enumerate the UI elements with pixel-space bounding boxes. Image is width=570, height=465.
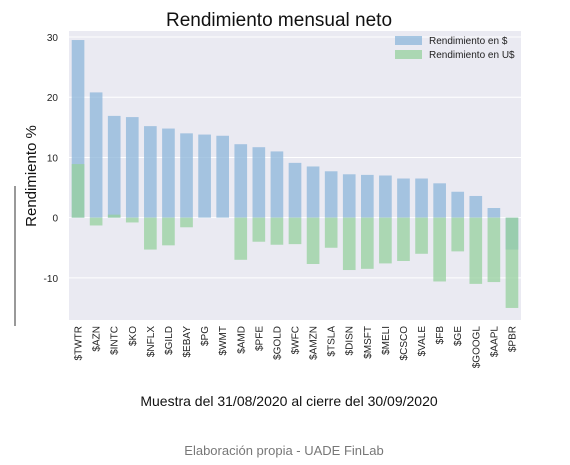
bar-pbr-series-1 bbox=[505, 217, 519, 308]
bar-amd-series-1 bbox=[234, 217, 248, 260]
x-axis-label: Muestra del 31/08/2020 al cierre del 30/… bbox=[140, 393, 438, 409]
bar-gold-series-0 bbox=[270, 151, 284, 218]
x-tick-label: $NFLX bbox=[146, 326, 157, 357]
bar-vale-series-1 bbox=[415, 217, 428, 254]
x-tick-label: $MELI bbox=[381, 326, 392, 355]
y-tick-label: 20 bbox=[47, 93, 59, 104]
bar-intc-series-0 bbox=[107, 115, 121, 218]
x-tick-label: $FB bbox=[435, 326, 446, 345]
legend-label: Rendimiento en U$ bbox=[429, 50, 515, 61]
bar-ebay-series-1 bbox=[180, 217, 193, 228]
x-tick-label: $PFE bbox=[254, 326, 265, 351]
x-tick-label: $EBAY bbox=[182, 326, 193, 358]
bar-azn-series-0 bbox=[89, 92, 103, 218]
bar-gild-series-0 bbox=[162, 128, 175, 218]
caption: Elaboración propia - UADE FinLab bbox=[184, 443, 383, 458]
x-tick-label: $VALE bbox=[417, 326, 428, 357]
bar-wmt-series-0 bbox=[216, 135, 230, 218]
x-tick-label: $CSCO bbox=[399, 326, 410, 361]
x-tick-label: $PBR bbox=[507, 326, 518, 352]
bar-csco-series-1 bbox=[397, 217, 410, 261]
x-tick-label: $GOLD bbox=[272, 326, 283, 360]
x-tick-label: $GOOGL bbox=[471, 326, 482, 369]
bar-msft-series-1 bbox=[360, 217, 374, 269]
bar-ko-series-0 bbox=[125, 117, 139, 218]
chart-title: Rendimiento mensual neto bbox=[166, 10, 392, 31]
x-tick-label: $INTC bbox=[110, 326, 121, 355]
bar-disn-series-1 bbox=[342, 217, 356, 271]
x-tick-label: $AMZN bbox=[309, 326, 320, 360]
y-tick-label: -10 bbox=[44, 274, 59, 285]
bar-wfc-series-1 bbox=[288, 217, 302, 245]
bar-gild-series-1 bbox=[162, 217, 175, 246]
y-tick-label: 0 bbox=[52, 214, 58, 225]
y-tick-label: 30 bbox=[47, 33, 59, 44]
bar-azn-series-1 bbox=[89, 217, 103, 226]
bar-aapl-series-0 bbox=[487, 208, 501, 218]
x-tick-label: $TWTR bbox=[74, 326, 85, 360]
bar-ge-series-1 bbox=[451, 217, 465, 252]
legend-swatch bbox=[395, 50, 422, 59]
y-tick-label: 10 bbox=[47, 153, 59, 164]
bars bbox=[71, 40, 519, 308]
bar-intc-series-1 bbox=[107, 214, 121, 218]
x-tick-label: $AAPL bbox=[489, 326, 500, 358]
bar-tsla-series-0 bbox=[324, 171, 338, 218]
x-tick-label: $KO bbox=[128, 326, 139, 346]
bar-meli-series-1 bbox=[379, 217, 392, 264]
bar-tsla-series-1 bbox=[324, 217, 338, 248]
y-tick-labels: 30 20 10 0 -10 bbox=[44, 33, 59, 285]
bar-nflx-series-0 bbox=[144, 126, 157, 218]
bar-ebay-series-0 bbox=[180, 133, 193, 218]
bar-googl-series-1 bbox=[469, 217, 483, 284]
legend-swatch bbox=[395, 36, 422, 45]
bar-googl-series-0 bbox=[469, 195, 483, 218]
bar-nflx-series-1 bbox=[144, 217, 157, 250]
legend-label: Rendimiento en $ bbox=[429, 36, 508, 47]
bar-pfe-series-1 bbox=[252, 217, 266, 242]
x-tick-label: $AMD bbox=[236, 326, 247, 354]
bar-wfc-series-0 bbox=[288, 162, 302, 218]
x-tick-label: $WFC bbox=[291, 326, 302, 354]
x-tick-label: $MSFT bbox=[363, 326, 374, 359]
y-axis-label: Rendimiento % bbox=[23, 125, 40, 227]
bar-msft-series-0 bbox=[360, 174, 374, 218]
bar-pg-series-0 bbox=[198, 134, 211, 218]
x-tick-label: $GILD bbox=[164, 326, 175, 355]
x-tick-label: $TSLA bbox=[327, 326, 338, 357]
bar-fb-series-1 bbox=[433, 217, 446, 282]
bar-ko-series-1 bbox=[125, 217, 139, 223]
bar-amd-series-0 bbox=[234, 144, 248, 218]
bar-amzn-series-1 bbox=[306, 217, 320, 265]
x-tick-label: $WMT bbox=[218, 326, 229, 355]
bar-csco-series-0 bbox=[397, 178, 410, 218]
x-tick-label: $GE bbox=[453, 326, 464, 346]
bar-vale-series-0 bbox=[415, 178, 428, 218]
bar-ge-series-0 bbox=[451, 191, 465, 218]
x-tick-label: $AZN bbox=[92, 326, 103, 352]
x-tick-labels: $TWTR $AZN $INTC $KO $NFLX $GILD $EBAY $PG $WMT $… bbox=[74, 326, 519, 369]
x-tick-label: $PG bbox=[200, 326, 211, 346]
legend: Rendimiento en $ Rendimiento en U$ bbox=[395, 36, 515, 61]
bar-twtr-series-1 bbox=[71, 164, 85, 218]
bar-disn-series-0 bbox=[342, 174, 356, 218]
bar-aapl-series-1 bbox=[487, 217, 501, 283]
bar-fb-series-0 bbox=[433, 183, 446, 218]
series-1 bbox=[71, 164, 519, 308]
bar-pfe-series-0 bbox=[252, 147, 266, 218]
bar-amzn-series-0 bbox=[306, 166, 320, 218]
x-tick-label: $DISN bbox=[345, 326, 356, 355]
bar-gold-series-1 bbox=[270, 217, 284, 245]
bar-meli-series-0 bbox=[379, 175, 392, 218]
